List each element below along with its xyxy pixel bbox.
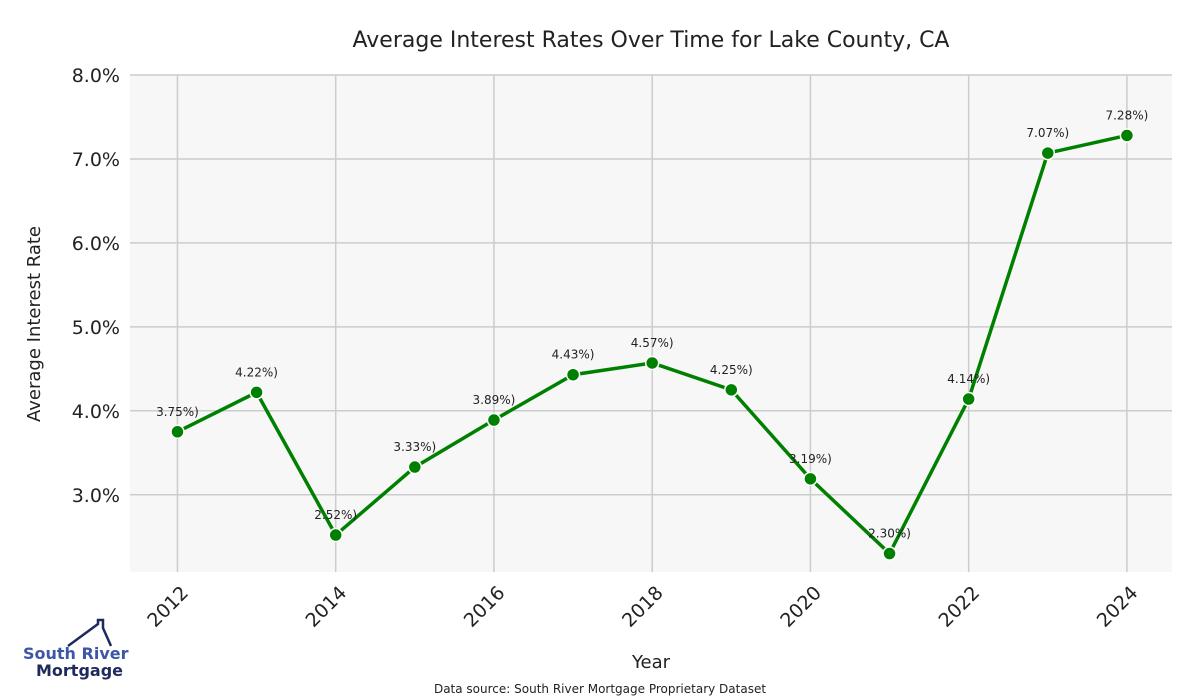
x-tick-label: 2022 [934, 582, 984, 632]
x-tick-label: 2016 [460, 582, 510, 632]
data-label: 3.89%) [473, 393, 516, 407]
y-tick-label: 3.0% [72, 485, 120, 507]
data-point [328, 527, 343, 543]
y-tick-label: 5.0% [72, 317, 120, 339]
data-label: 3.33%) [393, 440, 436, 454]
house-roof-icon [67, 618, 113, 648]
y-tick-label: 4.0% [72, 401, 120, 423]
x-tick-label: 2020 [776, 582, 826, 632]
data-point [803, 471, 818, 487]
data-point [407, 459, 423, 475]
x-axis-label: Year [631, 652, 671, 673]
data-point [249, 385, 264, 400]
data-label: 3.19%) [789, 452, 832, 466]
data-points [170, 128, 1135, 561]
plot-area [130, 75, 1172, 572]
data-label: 7.28%) [1105, 108, 1148, 122]
logo-line2: Mortgage [36, 661, 123, 680]
y-tick-label: 6.0% [72, 233, 120, 255]
data-label: 2.30%) [868, 527, 911, 541]
y-ticks: 3.0% 4.0% 5.0% 6.0% 7.0% 8.0% [72, 65, 120, 507]
data-point [1119, 128, 1135, 143]
data-label: 4.22%) [235, 365, 278, 379]
data-label: 3.75%) [156, 405, 199, 419]
data-point [644, 355, 660, 371]
data-label: 4.43%) [552, 348, 595, 362]
y-axis-label: Average Interest Rate [24, 226, 45, 422]
data-labels: 3.75%) 4.22%) 2.52%) 3.33%) 3.89%) 4.43%) 4.57… [156, 108, 1148, 540]
data-point [724, 382, 739, 398]
chart-title: Average Interest Rates Over Time for Lak… [353, 28, 950, 53]
data-label: 2.52%) [314, 508, 357, 522]
data-point [565, 367, 581, 382]
source-note: Data source: South River Mortgage Propri… [434, 682, 766, 696]
logo: South River Mortgage [23, 618, 129, 680]
gridlines [130, 74, 1172, 572]
data-label: 4.57%) [631, 336, 674, 350]
x-tick-label: 2024 [1093, 582, 1143, 632]
x-tick-label: 2014 [301, 582, 351, 632]
data-point [170, 424, 185, 440]
data-label: 4.14%) [947, 372, 990, 386]
data-point [486, 412, 502, 428]
y-tick-label: 8.0% [72, 65, 120, 87]
data-point [1040, 145, 1056, 161]
y-tick-label: 7.0% [72, 149, 120, 171]
x-tick-label: 2012 [143, 582, 193, 632]
logo-line1: South River [23, 644, 129, 663]
x-ticks: 2012 2014 2016 2018 2020 2022 2024 [143, 582, 1142, 632]
data-label: 4.25%) [710, 363, 753, 377]
x-tick-label: 2018 [618, 582, 668, 632]
data-point [882, 546, 897, 561]
data-label: 7.07%) [1026, 126, 1069, 140]
data-point [961, 391, 976, 407]
